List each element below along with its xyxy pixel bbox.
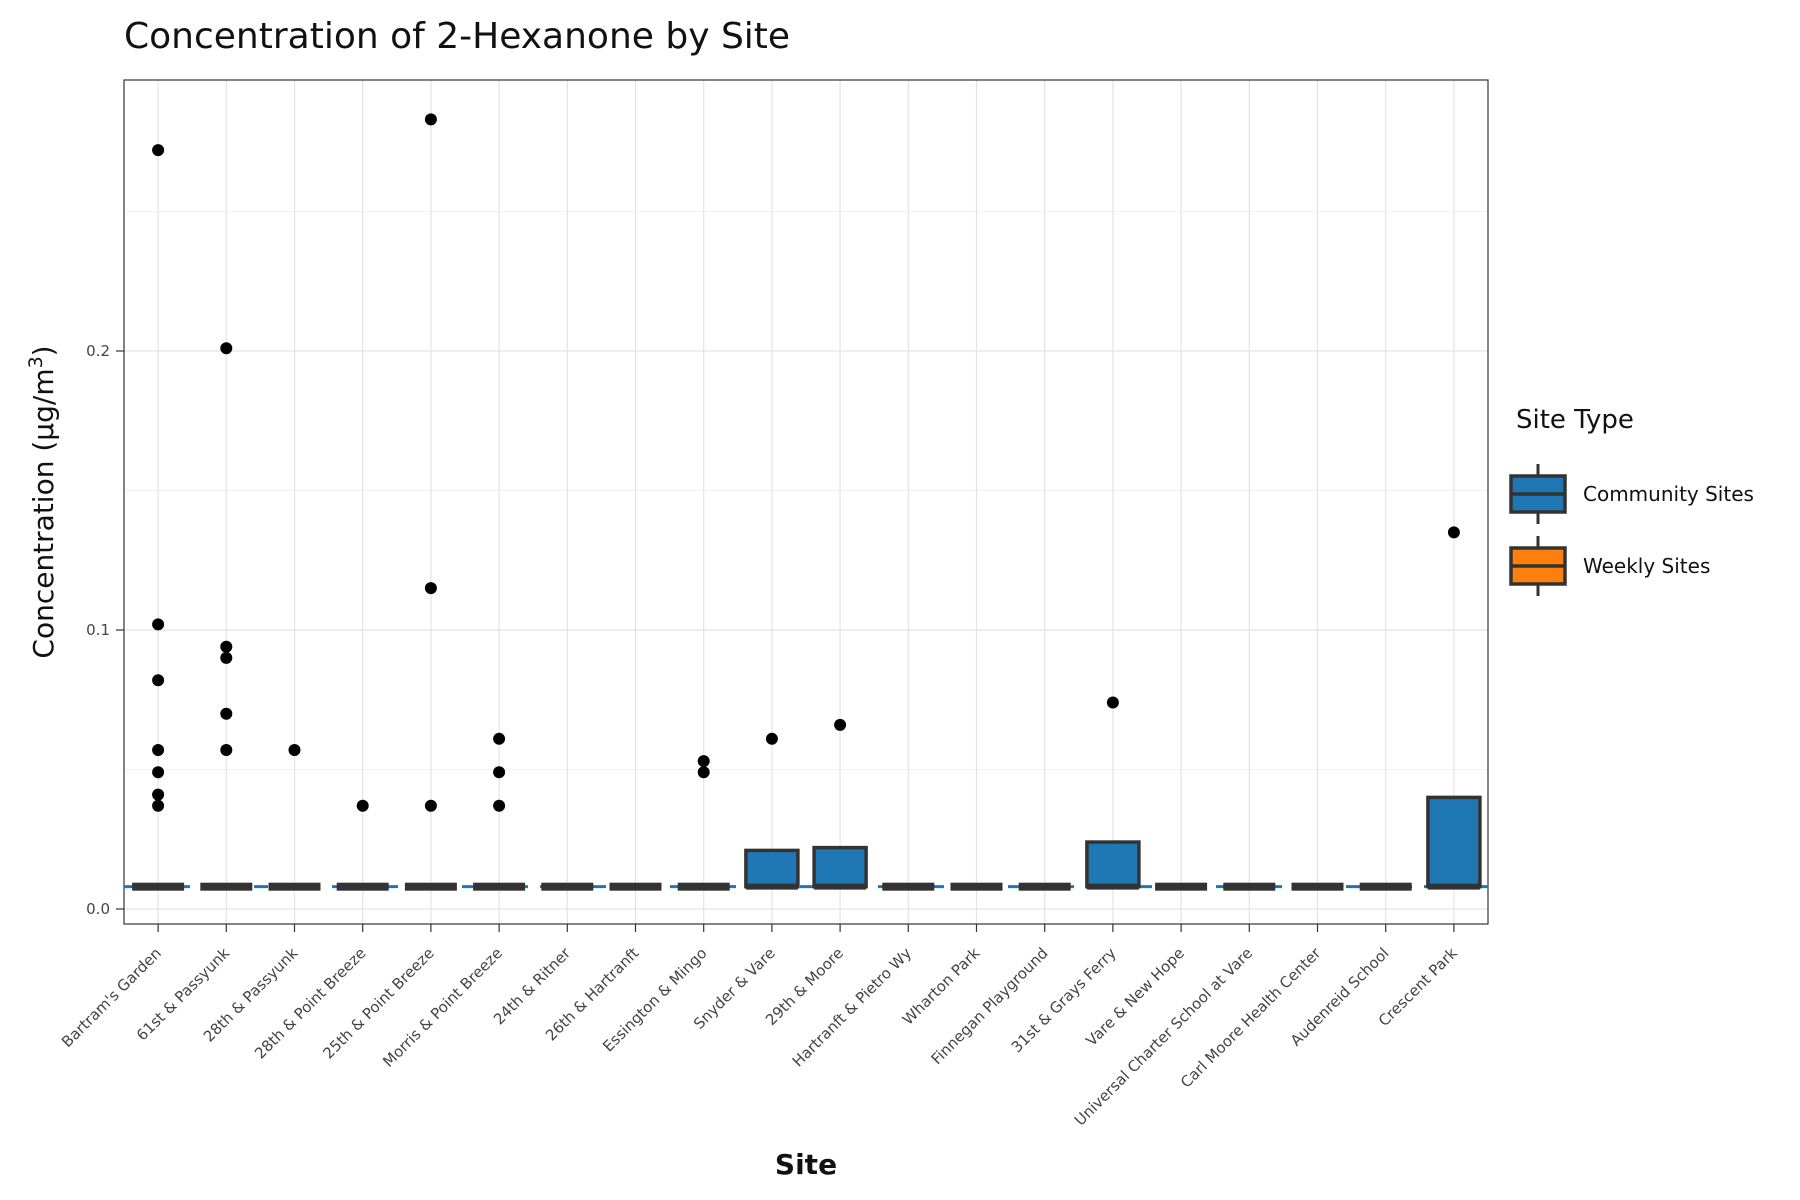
box-12 <box>882 882 935 891</box>
box-6 <box>473 882 526 891</box>
legend-label: Community Sites <box>1583 482 1754 506</box>
outlier-point <box>1106 696 1119 709</box>
box-median <box>336 882 389 891</box>
box-median <box>677 882 730 891</box>
outlier-point <box>765 732 778 745</box>
outlier-point <box>697 766 710 779</box>
legend: Site Type Community Sites Weekly Sites <box>1509 405 1754 596</box>
box-median <box>882 882 935 891</box>
outlier-point <box>493 766 506 779</box>
box-median <box>1291 882 1344 891</box>
box-7 <box>541 882 594 891</box>
outlier-point <box>834 718 847 731</box>
box-median <box>1018 882 1071 891</box>
box-body <box>812 845 868 889</box>
box-median <box>268 882 321 891</box>
grid-lines <box>124 80 1488 924</box>
box-median <box>1223 882 1276 891</box>
outlier-point <box>356 799 369 812</box>
outlier-point <box>220 342 233 355</box>
x-tick-label: Hartranft & Pietro Wy <box>789 944 915 1070</box>
outliers-layer <box>152 113 1460 812</box>
y-axis-title: Concentration (µg/m3) <box>25 345 60 658</box>
box-median <box>200 882 253 891</box>
box-8 <box>609 882 662 891</box>
outlier-point <box>493 732 506 745</box>
box-body <box>1426 795 1482 889</box>
box-median <box>1155 882 1208 891</box>
box-9 <box>677 882 730 891</box>
box-3 <box>268 882 321 891</box>
outlier-point <box>152 788 165 801</box>
box-20 <box>1426 795 1482 890</box>
box-body <box>1085 840 1141 889</box>
outlier-point <box>220 743 233 756</box>
outlier-point <box>152 144 165 157</box>
outlier-point <box>1447 526 1460 539</box>
box-median <box>950 882 1003 891</box>
x-tick-label: Carl Moore Health Center <box>1177 944 1325 1092</box>
box-11 <box>812 845 868 890</box>
legend-title: Site Type <box>1516 405 1634 435</box>
legend-entry-2: Weekly Sites <box>1509 536 1710 596</box>
x-tick-label: 25th & Point Breeze <box>319 944 437 1062</box>
box-10 <box>744 848 800 890</box>
outlier-point <box>220 651 233 664</box>
plot-panel-border <box>123 79 1489 925</box>
outlier-point <box>424 799 437 812</box>
outlier-point <box>424 582 437 595</box>
box-median <box>1359 882 1412 891</box>
box-16 <box>1155 882 1208 891</box>
box-median <box>541 882 594 891</box>
legend-label: Weekly Sites <box>1583 554 1710 578</box>
box-2 <box>200 882 253 891</box>
box-18 <box>1291 882 1344 891</box>
box-1 <box>132 882 185 891</box>
box-median <box>473 882 526 891</box>
y-tick-label: 0.2 <box>86 342 110 360</box>
box-15 <box>1085 840 1141 890</box>
x-tick-label: Finnegan Playground <box>928 944 1052 1068</box>
box-4 <box>336 882 389 891</box>
box-14 <box>1018 882 1071 891</box>
chart-title: Concentration of 2-Hexanone by Site <box>124 16 790 57</box>
box-19 <box>1359 882 1412 891</box>
x-tick-label: Morris & Point Breeze <box>379 944 506 1071</box>
outlier-point <box>152 618 165 631</box>
x-axis-title: Site <box>775 1148 837 1181</box>
outlier-point <box>152 766 165 779</box>
box-median <box>404 882 457 891</box>
outlier-point <box>220 640 233 653</box>
y-tick-label: 0.0 <box>86 900 110 918</box>
outlier-point <box>152 799 165 812</box>
box-5 <box>404 882 457 891</box>
outlier-point <box>152 674 165 687</box>
outlier-point <box>288 743 301 756</box>
outlier-point <box>424 113 437 126</box>
box-median <box>609 882 662 891</box>
x-tick-label: 28th & Point Breeze <box>251 944 369 1062</box>
outlier-point <box>697 755 710 768</box>
box-13 <box>950 882 1003 891</box>
boxes-layer <box>132 795 1482 891</box>
box-median <box>132 882 185 891</box>
legend-entry-1: Community Sites <box>1509 464 1754 524</box>
box-body <box>744 848 800 889</box>
outlier-point <box>493 799 506 812</box>
box-17 <box>1223 882 1276 891</box>
y-axis-ticks: 0.0 0.1 0.2 <box>86 342 124 918</box>
y-tick-label: 0.1 <box>86 621 110 639</box>
legend-entries: Community Sites Weekly Sites <box>1509 464 1754 596</box>
outlier-point <box>152 743 165 756</box>
outlier-point <box>220 707 233 720</box>
